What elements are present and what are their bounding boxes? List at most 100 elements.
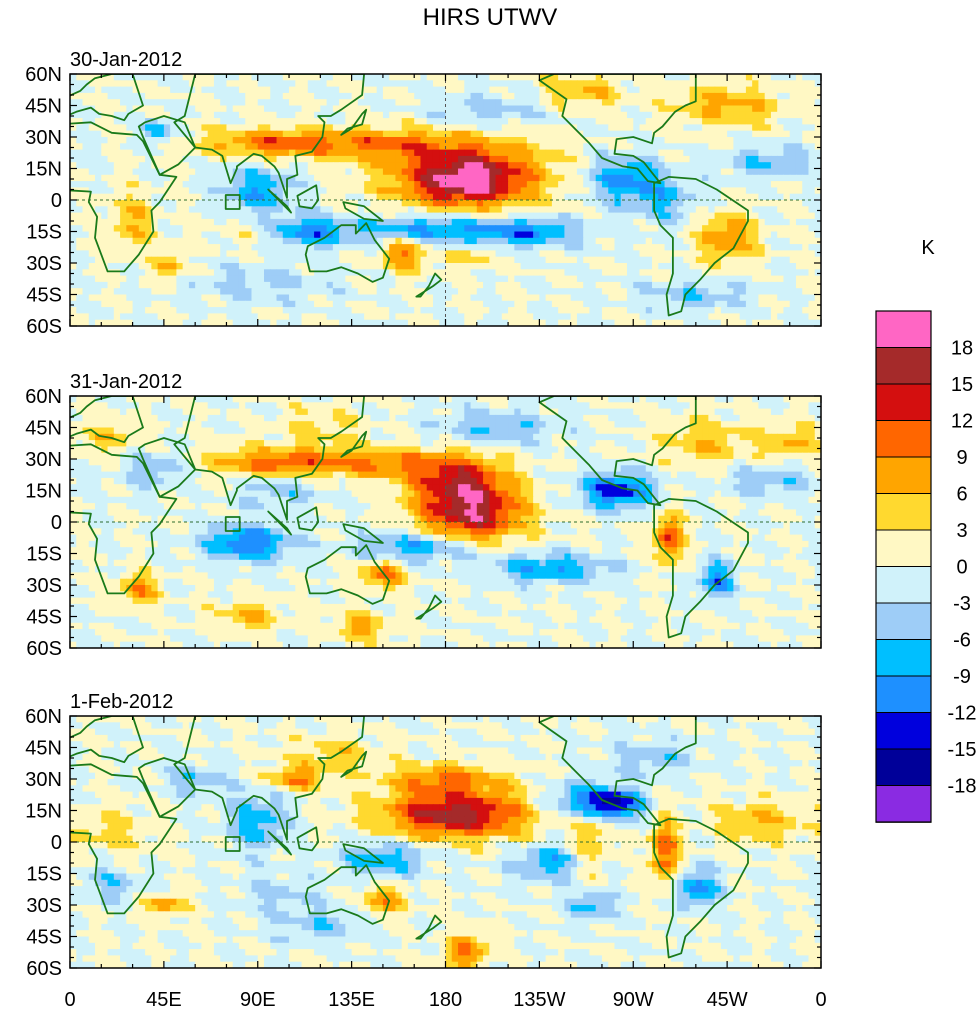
field-cell: [226, 143, 234, 151]
field-cell: [727, 111, 734, 119]
field-cell: [570, 118, 578, 125]
field-cell: [145, 143, 152, 151]
field-cell: [589, 187, 597, 195]
field-cell: [101, 143, 109, 151]
field-cell: [401, 319, 409, 326]
field-cell: [195, 174, 203, 182]
field-cell: [276, 92, 284, 100]
field-cell: [407, 155, 415, 163]
field-cell: [652, 281, 659, 289]
field-cell: [432, 174, 440, 182]
field-cell: [570, 231, 578, 239]
field-cell: [508, 275, 515, 283]
field-cell: [314, 149, 321, 157]
field-cell: [589, 80, 597, 88]
field-cell: [677, 313, 684, 321]
field-cell: [314, 294, 321, 302]
field-cell: [207, 74, 215, 81]
field-cell: [113, 80, 121, 88]
field-cell: [364, 256, 371, 264]
field-cell: [464, 275, 472, 283]
field-cell: [289, 281, 296, 289]
field-cell: [188, 281, 196, 289]
field-cell: [639, 74, 647, 81]
field-cell: [583, 105, 591, 113]
field-cell: [76, 86, 84, 94]
field-cell: [501, 225, 509, 233]
field-cell: [76, 168, 84, 176]
field-cell: [439, 174, 447, 182]
field-cell: [808, 300, 816, 308]
field-cell: [620, 149, 628, 157]
field-cell: [232, 124, 240, 132]
field-cell: [207, 250, 215, 258]
field-cell: [314, 105, 321, 113]
field-cell: [389, 244, 397, 251]
field-cell: [451, 313, 459, 321]
field-cell: [720, 275, 728, 283]
field-cell: [639, 313, 647, 321]
field-cell: [802, 269, 810, 277]
field-cell: [702, 118, 709, 125]
field-cell: [207, 300, 215, 308]
field-cell: [752, 231, 760, 239]
field-cell: [201, 193, 209, 201]
field-cell: [332, 86, 340, 94]
field-cell: [451, 130, 459, 138]
field-cell: [583, 118, 591, 125]
field-cell: [570, 174, 578, 182]
field-cell: [163, 86, 171, 94]
field-cell: [345, 212, 353, 220]
field-cell: [777, 244, 785, 251]
field-cell: [414, 74, 422, 81]
field-cell: [157, 187, 165, 195]
field-cell: [320, 168, 328, 176]
field-cell: [764, 263, 772, 270]
field-cell: [426, 181, 434, 188]
field-cell: [533, 143, 540, 151]
field-cell: [95, 111, 102, 119]
field-cell: [639, 124, 647, 132]
field-cell: [232, 111, 240, 119]
field-cell: [163, 212, 171, 220]
field-cell: [702, 218, 709, 226]
field-cell: [633, 275, 641, 283]
field-cell: [470, 231, 478, 239]
field-cell: [401, 74, 409, 81]
field-cell: [745, 212, 753, 220]
field-cell: [213, 92, 221, 100]
field-cell: [82, 80, 90, 88]
field-cell: [345, 396, 353, 403]
field-cell: [770, 124, 778, 132]
field-cell: [558, 124, 566, 132]
field-cell: [633, 111, 641, 119]
field-cell: [752, 162, 760, 170]
field-cell: [145, 181, 152, 188]
field-cell: [351, 281, 359, 289]
field-cell: [739, 162, 747, 170]
field-cell: [107, 118, 115, 125]
field-cell: [420, 137, 428, 144]
field-cell: [151, 105, 159, 113]
field-cell: [220, 162, 228, 170]
field-cell: [257, 193, 265, 201]
field-cell: [689, 313, 697, 321]
field-cell: [376, 193, 384, 201]
field-cell: [652, 231, 659, 239]
field-cell: [332, 105, 340, 113]
field-cell: [483, 275, 490, 283]
field-cell: [633, 269, 641, 277]
field-cell: [545, 99, 553, 107]
field-cell: [601, 244, 609, 251]
field-cell: [758, 263, 766, 270]
field-cell: [188, 99, 196, 107]
field-cell: [727, 244, 734, 251]
field-cell: [758, 307, 766, 314]
field-cell: [783, 74, 791, 81]
field-cell: [795, 294, 803, 302]
field-cell: [545, 237, 553, 245]
field-cell: [620, 137, 628, 144]
field-cell: [276, 319, 284, 326]
field-cell: [151, 281, 159, 289]
field-cell: [226, 250, 234, 258]
